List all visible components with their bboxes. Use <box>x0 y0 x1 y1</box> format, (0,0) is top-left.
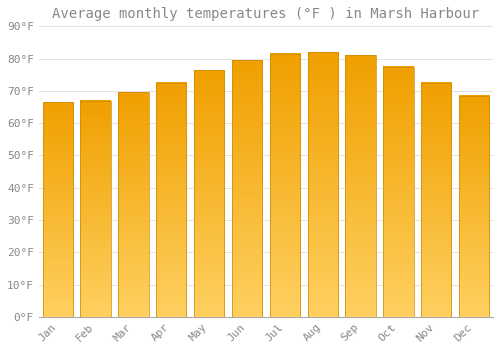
Bar <box>308 52 338 317</box>
Bar <box>384 66 414 317</box>
Title: Average monthly temperatures (°F ) in Marsh Harbour: Average monthly temperatures (°F ) in Ma… <box>52 7 480 21</box>
Bar <box>421 83 452 317</box>
Bar <box>459 96 490 317</box>
Bar <box>232 60 262 317</box>
Bar <box>194 70 224 317</box>
Bar <box>270 54 300 317</box>
Bar <box>346 55 376 317</box>
Bar <box>80 100 110 317</box>
Bar <box>118 92 148 317</box>
Bar <box>42 102 73 317</box>
Bar <box>156 83 186 317</box>
